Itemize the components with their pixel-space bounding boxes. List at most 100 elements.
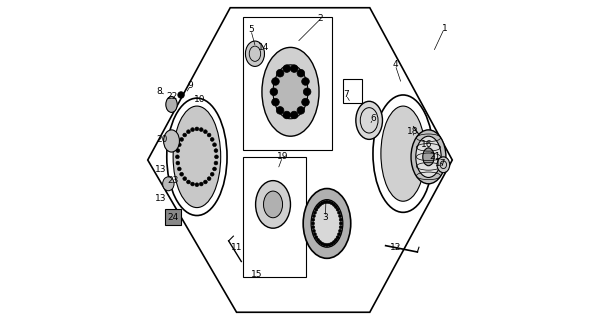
Circle shape (328, 243, 331, 246)
Ellipse shape (303, 188, 351, 258)
Ellipse shape (256, 180, 290, 228)
Ellipse shape (273, 65, 308, 119)
Circle shape (330, 202, 334, 205)
Circle shape (272, 98, 279, 106)
Text: 12: 12 (389, 243, 401, 252)
Circle shape (330, 242, 334, 245)
Circle shape (214, 161, 218, 165)
Ellipse shape (245, 41, 265, 67)
Circle shape (187, 180, 190, 184)
Circle shape (183, 133, 187, 137)
Circle shape (270, 88, 278, 96)
Ellipse shape (166, 97, 177, 112)
Circle shape (338, 214, 342, 218)
Text: 24: 24 (167, 212, 179, 222)
Circle shape (178, 143, 181, 147)
Circle shape (178, 167, 181, 171)
Ellipse shape (411, 130, 446, 184)
Text: 1: 1 (442, 24, 447, 33)
Text: 21: 21 (429, 152, 440, 161)
Circle shape (176, 161, 180, 165)
Circle shape (191, 182, 194, 186)
Circle shape (316, 205, 320, 209)
Circle shape (304, 88, 311, 96)
Bar (243, 17, 332, 150)
Circle shape (283, 65, 290, 72)
Circle shape (175, 155, 179, 159)
Circle shape (210, 172, 214, 176)
Text: 3: 3 (323, 212, 328, 222)
Circle shape (312, 214, 316, 218)
Text: 16: 16 (421, 140, 433, 148)
Bar (165, 209, 181, 225)
Circle shape (180, 172, 184, 176)
Text: 22: 22 (166, 92, 177, 101)
Circle shape (199, 182, 203, 186)
Text: 2: 2 (318, 14, 323, 23)
Circle shape (199, 128, 203, 132)
Circle shape (302, 78, 309, 85)
Circle shape (338, 229, 342, 232)
Text: 20: 20 (157, 135, 167, 144)
Circle shape (311, 218, 315, 221)
Circle shape (276, 69, 284, 77)
Circle shape (316, 238, 320, 242)
Ellipse shape (437, 157, 450, 173)
Circle shape (302, 98, 309, 106)
Circle shape (180, 138, 184, 141)
Text: 4: 4 (392, 60, 398, 69)
Text: 8: 8 (156, 87, 162, 96)
Circle shape (334, 205, 338, 209)
Circle shape (332, 241, 335, 244)
Circle shape (313, 211, 316, 214)
Ellipse shape (416, 136, 441, 178)
Circle shape (314, 236, 318, 239)
Circle shape (215, 155, 218, 159)
Circle shape (297, 107, 305, 114)
Ellipse shape (311, 200, 343, 247)
Text: 19: 19 (277, 152, 289, 161)
Circle shape (339, 226, 343, 229)
Circle shape (311, 226, 315, 229)
Circle shape (207, 133, 211, 137)
Circle shape (203, 130, 207, 133)
Circle shape (338, 211, 341, 214)
Circle shape (290, 65, 298, 72)
Circle shape (325, 244, 329, 247)
Circle shape (283, 111, 290, 119)
Circle shape (210, 138, 214, 141)
Ellipse shape (164, 130, 179, 152)
Circle shape (319, 203, 322, 206)
Text: 14: 14 (258, 43, 269, 52)
Ellipse shape (263, 191, 283, 218)
Circle shape (311, 222, 314, 225)
Circle shape (297, 69, 305, 77)
Text: 11: 11 (231, 243, 242, 252)
Circle shape (212, 143, 217, 147)
Circle shape (338, 233, 341, 236)
Text: 9: 9 (188, 81, 193, 90)
Ellipse shape (423, 148, 434, 166)
Circle shape (312, 229, 316, 232)
Circle shape (212, 167, 217, 171)
Ellipse shape (173, 106, 221, 208)
Circle shape (323, 243, 326, 246)
Circle shape (328, 201, 331, 204)
Text: 18: 18 (407, 127, 418, 136)
Circle shape (332, 203, 335, 206)
Circle shape (325, 200, 329, 204)
Circle shape (339, 218, 343, 221)
Circle shape (320, 242, 324, 245)
Text: 7: 7 (343, 91, 349, 100)
Circle shape (320, 202, 324, 205)
Circle shape (319, 241, 322, 244)
Circle shape (195, 183, 199, 187)
Circle shape (272, 78, 279, 85)
Ellipse shape (262, 47, 319, 136)
Circle shape (276, 107, 284, 114)
Circle shape (340, 222, 343, 225)
Circle shape (183, 177, 187, 180)
Circle shape (187, 130, 190, 133)
Text: 10: 10 (194, 95, 206, 104)
Circle shape (314, 208, 318, 211)
